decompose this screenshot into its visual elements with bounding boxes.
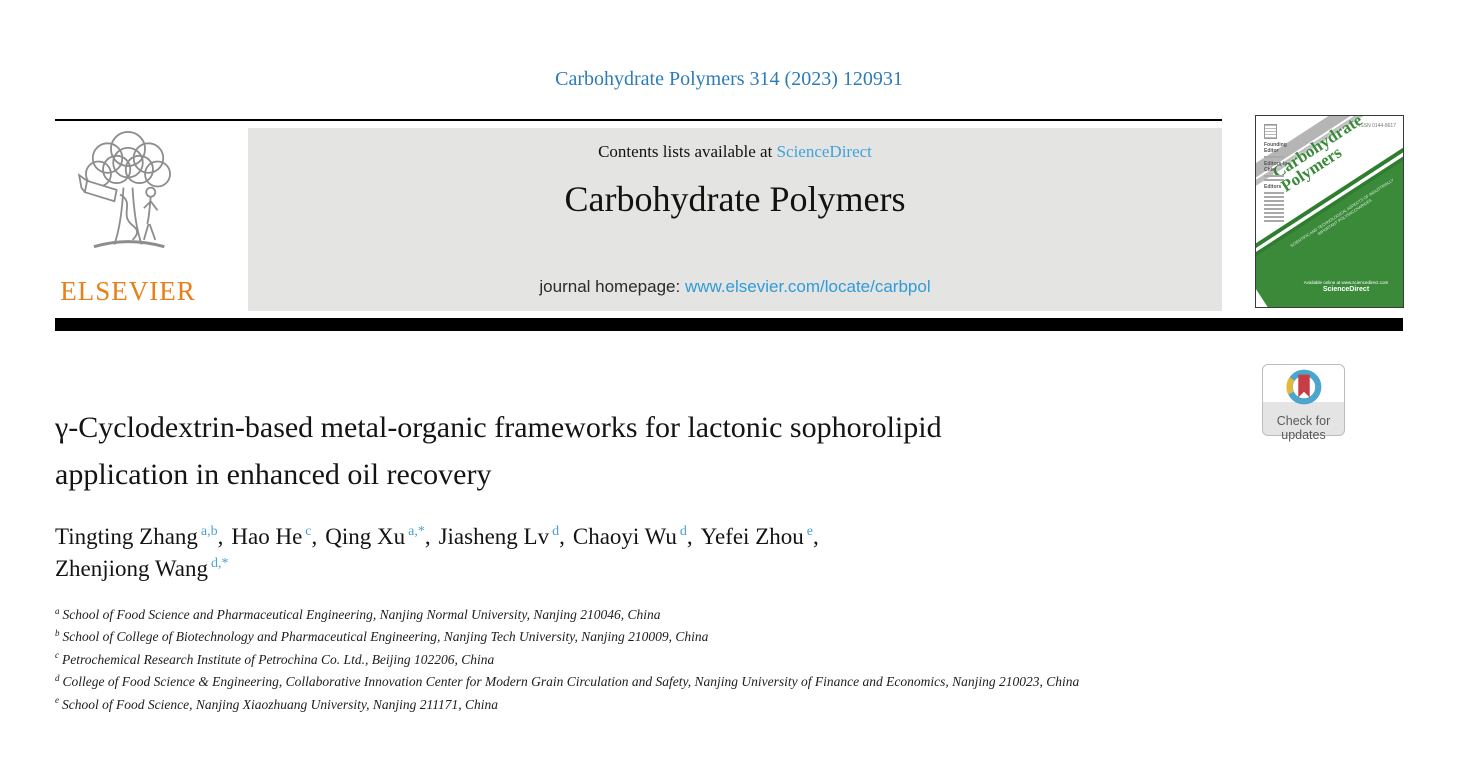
author-name: Yefei Zhou (700, 524, 804, 549)
elsevier-logo: ELSEVIER (53, 124, 203, 314)
check-for-updates-label: Check for updates (1277, 414, 1331, 442)
journal-masthead: Contents lists available at ScienceDirec… (248, 128, 1222, 311)
author-separator: , (424, 524, 431, 549)
author-affil-sup: d,* (210, 556, 229, 571)
author-affil-sup: c (305, 524, 312, 539)
author-affil-sup: e (806, 524, 813, 539)
affiliation-list: a School of Food Science and Pharmaceutic… (55, 604, 1355, 716)
journal-title: Carbohydrate Polymers (564, 179, 906, 219)
affiliation-text: Petrochemical Research Institute of Petr… (62, 651, 495, 667)
cover-editor-name-placeholder (1264, 179, 1284, 181)
contents-prefix-text: Contents lists available at (598, 142, 777, 161)
affiliation-sup: b (55, 627, 60, 638)
cover-editor-name-placeholder (1264, 175, 1284, 177)
affiliation-text: School of Food Science and Pharmaceutica… (62, 607, 661, 622)
affiliation-sup: c (55, 650, 59, 661)
cover-editor-name-placeholder (1264, 196, 1284, 198)
affiliation-line: b School of College of Biotechnology and … (55, 626, 1355, 648)
author-separator: , (311, 524, 318, 549)
homepage-prefix-text: journal homepage: (539, 277, 685, 296)
cover-sciencedirect-text: ScienceDirect (1322, 286, 1370, 293)
cover-issn: ISSN 0144-8617 (1359, 123, 1396, 129)
cover-editor-name-placeholder (1264, 156, 1284, 158)
article-title-line1: γ-Cyclodextrin-based metal-organic frame… (55, 411, 942, 444)
journal-homepage-line: journal homepage: www.elsevier.com/locat… (539, 277, 930, 297)
cover-editors-in-chief-label: Editors-in-Chief (1264, 161, 1289, 173)
author-name: Tingting Zhang (55, 524, 198, 549)
affiliation-sup: e (55, 695, 59, 706)
article-title: γ-Cyclodextrin-based metal-organic frame… (55, 404, 942, 498)
author-name: Jiasheng Lv (438, 524, 550, 549)
author-affil-sup: a,b (200, 524, 218, 539)
author-affil-sup: d (552, 524, 560, 539)
author: Tingting Zhang a,b, (55, 524, 231, 549)
affiliation-line: a School of Food Science and Pharmaceutic… (55, 604, 1355, 626)
cover-founding-editor-label: Founding Editor (1264, 142, 1287, 154)
cover-available-online-text: Available online at www.sciencedirect.co… (1303, 280, 1389, 285)
cover-editor-name-placeholder (1264, 212, 1284, 214)
affiliation-text: School of College of Biotechnology and P… (62, 629, 709, 645)
author-name: Qing Xu (325, 524, 406, 549)
masthead-bottom-bar (55, 318, 1403, 331)
cover-editors-block: Founding Editor Editors-in-Chief Editors (1264, 124, 1298, 222)
affiliation-text: College of Food Science & Engineering, C… (62, 674, 1080, 690)
author-name: Chaoyi Wu (572, 524, 677, 549)
cover-editor-name-placeholder (1264, 192, 1284, 194)
author: Qing Xu a,*, (325, 524, 438, 549)
crossmark-icon (1283, 365, 1325, 413)
cover-editor-name-placeholder (1264, 220, 1284, 222)
masthead-top-rule (55, 119, 1222, 121)
badge-label-line1: Check for (1276, 414, 1331, 428)
author: Hao He c, (231, 524, 325, 549)
cover-editors-label: Editors (1264, 184, 1282, 190)
author-separator: , (812, 524, 819, 549)
cover-elsevier-mini-logo (1264, 124, 1277, 139)
cover-editor-name-placeholder (1264, 208, 1284, 210)
author-separator: , (217, 524, 224, 549)
affiliation-line: e School of Food Science, Nanjing Xiaozhu… (55, 694, 1355, 716)
cover-editor-name-placeholder (1264, 204, 1284, 206)
journal-citation-link[interactable]: Carbohydrate Polymers 314 (2023) 120931 (555, 68, 903, 90)
author-separator: , (559, 524, 565, 549)
journal-homepage-link[interactable]: www.elsevier.com/locate/carbpol (684, 277, 931, 296)
author: Yefei Zhou e, (701, 524, 827, 549)
author-affil-sup: d (679, 524, 687, 539)
check-for-updates-badge[interactable]: Check for updates (1262, 364, 1345, 442)
author: Jiasheng Lv d, (439, 524, 573, 549)
affiliation-text: School of Food Science, Nanjing Xiaozhua… (62, 696, 498, 712)
cover-editor-name-placeholder (1264, 216, 1284, 218)
cover-bottom-text: Available online at www.sciencedirect.co… (1296, 280, 1396, 293)
author: Chaoyi Wu d, (573, 524, 701, 549)
affiliation-line: d College of Food Science & Engineering, … (55, 671, 1355, 693)
author-list: Tingting Zhang a,b, Hao He c, Qing Xu a,*, Jia… (55, 521, 827, 585)
elsevier-tree-icon (70, 124, 186, 274)
article-title-line2: application in enhanced oil recovery (55, 458, 492, 491)
cover-editor-name-placeholder (1264, 200, 1284, 202)
badge-label-line2: updates (1281, 428, 1326, 442)
affiliation-sup: a (55, 605, 60, 616)
journal-cover-thumbnail[interactable]: Carbohydrate Polymers SCIENTIFIC AND TEC… (1255, 115, 1404, 308)
author: Zhenjiong Wang d,* (55, 556, 228, 581)
affiliation-sup: d (55, 672, 60, 683)
sciencedirect-link[interactable]: ScienceDirect (776, 142, 872, 161)
author-name: Hao He (231, 524, 303, 549)
contents-list-line: Contents lists available at ScienceDirec… (598, 142, 872, 162)
author-affil-sup: a,* (408, 524, 425, 539)
elsevier-wordmark: ELSEVIER (60, 276, 196, 306)
author-separator: , (686, 524, 693, 549)
affiliation-line: c Petrochemical Research Institute of Pet… (55, 649, 1355, 671)
author-name: Zhenjiong Wang (55, 556, 208, 581)
